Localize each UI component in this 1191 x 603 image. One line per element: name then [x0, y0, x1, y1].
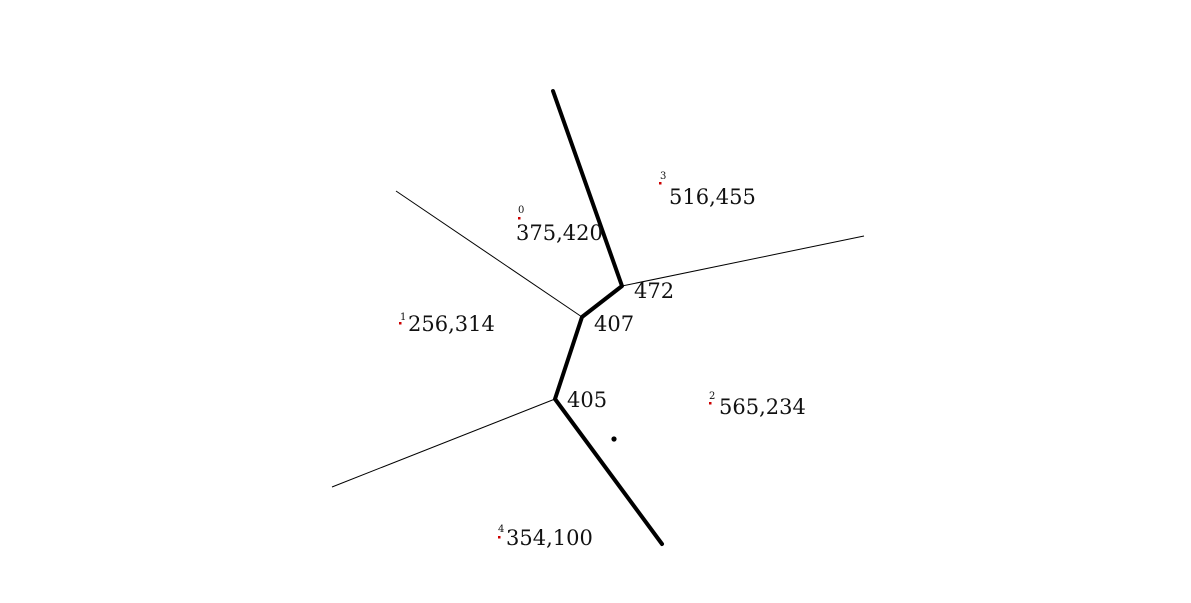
site-index-0: 0 [518, 205, 524, 216]
site-marker-0 [518, 217, 521, 220]
site-label-4: 354,100 [506, 526, 593, 550]
site-marker-1 [399, 322, 402, 325]
site-marker-2 [709, 402, 712, 405]
site-label-1: 256,314 [408, 312, 495, 336]
site-label-2: 565,234 [719, 395, 806, 419]
site-marker-4 [498, 536, 501, 539]
site-index-4: 4 [498, 524, 504, 535]
isolated-point [611, 436, 617, 442]
site-index-1: 1 [400, 312, 406, 323]
vertex-label-472: 472 [634, 279, 674, 303]
thin-edge-upper-right [621, 235, 865, 287]
vertex-label-407: 407 [594, 312, 634, 336]
thin-edge-upper-left [395, 190, 583, 318]
site-label-0: 375,420 [516, 221, 603, 245]
site-index-3: 3 [660, 171, 666, 182]
site-marker-3 [659, 182, 662, 185]
vertex-label-405: 405 [567, 388, 607, 412]
thick-path [551, 89, 664, 546]
thin-edge-lower-left [331, 398, 556, 488]
site-label-3: 516,455 [669, 185, 756, 209]
site-index-2: 2 [709, 391, 715, 402]
